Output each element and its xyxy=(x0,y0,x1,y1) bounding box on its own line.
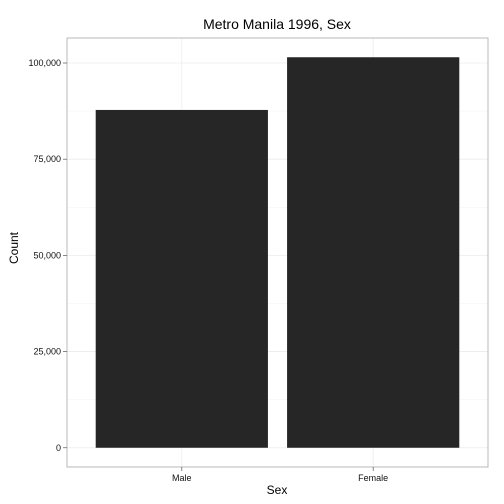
x-axis-title: Sex xyxy=(267,483,288,497)
y-axis: 0 25,000 50,000 75,000 100,000 xyxy=(28,58,67,453)
y-tick-label: 75,000 xyxy=(33,154,61,164)
y-tick-label: 50,000 xyxy=(33,250,61,260)
panel-border xyxy=(66,37,489,468)
x-axis: Male Female xyxy=(172,467,388,483)
y-axis-title: Count xyxy=(7,231,21,264)
bar-female xyxy=(287,57,460,448)
x-tick-label: Female xyxy=(358,473,388,483)
bars xyxy=(95,57,460,448)
bar-male xyxy=(95,109,268,448)
x-tick-label: Male xyxy=(172,473,192,483)
y-tick-label: 100,000 xyxy=(28,58,61,68)
y-tick-label: 0 xyxy=(56,443,61,453)
chart-title: Metro Manila 1996, Sex xyxy=(203,16,351,32)
y-tick-label: 25,000 xyxy=(33,347,61,357)
